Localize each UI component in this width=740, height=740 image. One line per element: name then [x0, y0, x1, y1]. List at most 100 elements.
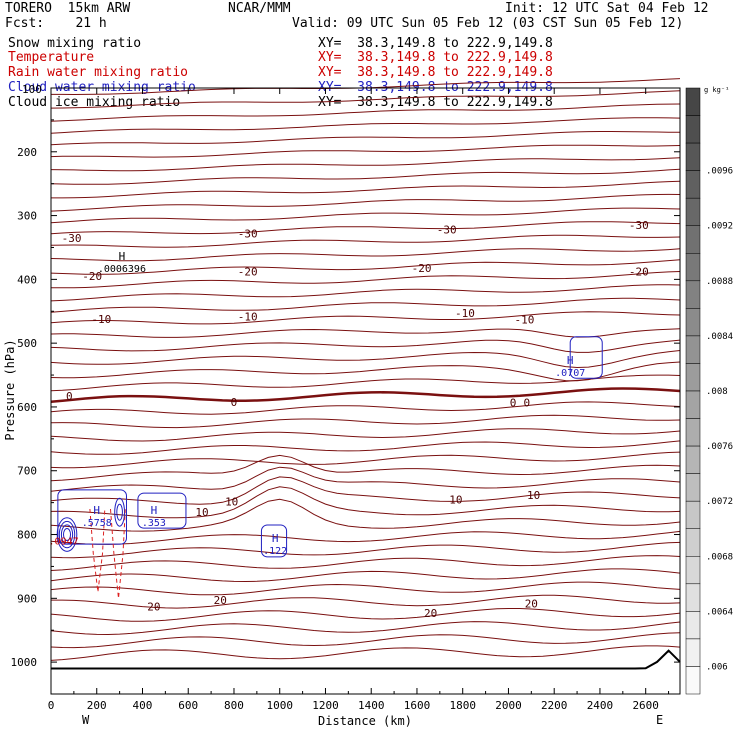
- y-tick-label: 200: [17, 146, 37, 159]
- temperature-contour-label: 0: [523, 396, 530, 409]
- colorbar-swatch: [685, 170, 701, 199]
- forecast-hour: Fcst: 21 h: [5, 16, 107, 31]
- colorbar-swatch: [685, 225, 701, 254]
- isotherm-line: [50, 581, 681, 596]
- center-title: NCAR/MMM: [228, 1, 291, 16]
- temperature-isotherms: [50, 78, 681, 670]
- x-tick-label: 2000: [495, 699, 522, 712]
- plot-frame: [50, 87, 681, 695]
- isotherm-line: [50, 117, 681, 134]
- colorbar-label: .0096: [706, 167, 733, 177]
- maximum-value: .0947: [49, 537, 79, 548]
- temperature-contour-label: 10: [449, 493, 462, 506]
- isotherm-line: [50, 284, 681, 302]
- isotherm-line: [50, 259, 681, 275]
- x-tick-label: 2600: [632, 699, 659, 712]
- isotherm-line: [50, 374, 681, 392]
- maximum-marker: H: [272, 532, 279, 545]
- isotherm-line: [50, 632, 681, 649]
- isotherm-line: [50, 248, 681, 262]
- temperature-contour-label: -30: [238, 227, 258, 240]
- model-title: TORERO 15km ARW: [5, 1, 131, 16]
- maximum-value: .353: [142, 518, 166, 529]
- colorbar-swatch: [685, 418, 701, 447]
- colorbar-swatch: [685, 115, 701, 144]
- isotherm-line: [50, 387, 681, 404]
- x-tick-label: 0: [48, 699, 55, 712]
- maximum-marker: H: [567, 354, 574, 367]
- temperature-contour-label: 0: [66, 390, 73, 403]
- colorbar-swatch: [685, 142, 701, 171]
- cloud-core-contour: [58, 520, 76, 549]
- isotherm-line: [50, 645, 681, 661]
- y-tick-label: 1000: [11, 656, 38, 669]
- cloud-core-contour: [114, 497, 126, 527]
- field-xy-temperature: XY= 38.3,149.8 to 222.9,149.8: [318, 50, 553, 65]
- field-xy-snow: XY= 38.3,149.8 to 222.9,149.8: [318, 36, 553, 51]
- colorbar-swatch: [685, 308, 701, 337]
- colorbar-label: .0092: [706, 222, 733, 232]
- x-tick-label: 600: [178, 699, 198, 712]
- colorbar-label: .0068: [706, 552, 733, 562]
- isotherm-line: [50, 131, 680, 146]
- rain-contours: [89, 508, 126, 599]
- maximum-marker: H: [119, 250, 126, 263]
- rain-contour: [89, 508, 106, 592]
- colorbar-swatch: [685, 445, 701, 474]
- isotherm-line: [50, 271, 681, 289]
- isotherm-line: [50, 498, 681, 532]
- isotherm-line: [50, 297, 681, 313]
- axes: 0 200 400 600 800 1000 1200 1400 1600 1800 2000 220…: [11, 88, 680, 712]
- isotherm-line: [51, 180, 681, 199]
- x-tick-label: 200: [87, 699, 107, 712]
- isotherm-line: [50, 414, 681, 429]
- maximum-value: .122: [263, 546, 287, 557]
- isotherm-line: [50, 221, 681, 235]
- isotherm-line: [50, 568, 681, 583]
- cloud-contour: [137, 492, 187, 529]
- isotherm-line: [50, 90, 681, 109]
- temperature-contour-label: 20: [214, 594, 227, 607]
- y-tick-label: 500: [17, 337, 37, 350]
- cloud-core-contour: [63, 528, 72, 542]
- x-tick-label: 2200: [541, 699, 568, 712]
- maximum-marker: H: [93, 504, 100, 517]
- colorbar-swatch: [685, 363, 701, 392]
- isotherm-line: [50, 339, 681, 353]
- maximum-value: .0707: [555, 368, 585, 379]
- colorbar-label: .0064: [706, 607, 733, 617]
- maximum-value: .0006396: [98, 264, 146, 275]
- colorbar-swatch: [685, 473, 701, 502]
- x-axis-label: Distance (km): [318, 714, 412, 728]
- colorbar-swatch: [685, 666, 701, 695]
- temperature-contour-label: -10: [238, 310, 258, 323]
- field-xy-cloud-ice: XY= 38.3,149.8 to 222.9,149.8: [318, 95, 553, 110]
- y-tick-label: 600: [17, 401, 37, 414]
- x-tick-label: 1800: [449, 699, 476, 712]
- x-tick-label: 1400: [358, 699, 385, 712]
- temperature-contour-label: -20: [82, 270, 102, 283]
- isotherm-line: [50, 476, 681, 505]
- isotherm-line: [50, 234, 681, 248]
- temperature-contour-label: -30: [629, 219, 649, 232]
- isotherm-line: [50, 530, 681, 545]
- isotherm-line: [50, 103, 681, 122]
- temperature-contour-label: -10: [515, 314, 535, 327]
- cloud-core-contour: [116, 503, 123, 521]
- temperature-contour-label: -20: [238, 266, 258, 279]
- temperature-contour-label: -10: [455, 307, 475, 320]
- temperature-contour-label: 0: [231, 396, 238, 409]
- isotherm-line: [50, 144, 681, 158]
- colorbar-swatch: [685, 528, 701, 557]
- colorbar-label: .0088: [706, 277, 733, 287]
- y-top-tick-label: 100: [22, 83, 42, 96]
- isotherm-line: [50, 440, 681, 455]
- field-name-temperature: Temperature: [8, 50, 95, 65]
- valid-time: Valid: 09 UTC Sun 05 Feb 12 (03 CST Sun …: [292, 16, 684, 31]
- isotherm-line: [50, 486, 681, 519]
- isotherm-line: [50, 350, 681, 369]
- x-tick-label: 1200: [312, 699, 339, 712]
- isotherm-line: [50, 157, 681, 172]
